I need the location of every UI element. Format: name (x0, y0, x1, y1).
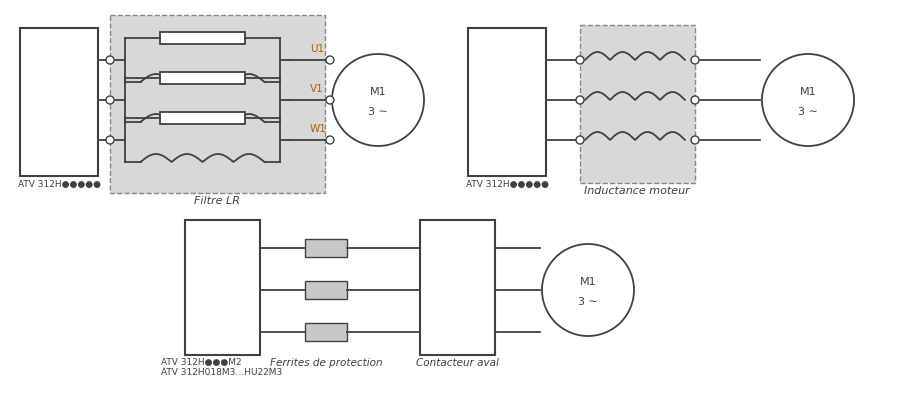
Text: ATV 312H●●●●●: ATV 312H●●●●● (465, 180, 548, 189)
Circle shape (576, 136, 584, 144)
Bar (420, 220, 495, 355)
Bar (160, 112, 245, 124)
Circle shape (326, 96, 334, 104)
Text: 3 ∼: 3 ∼ (578, 297, 598, 307)
Circle shape (106, 56, 114, 64)
Text: Contacteur aval: Contacteur aval (416, 358, 499, 368)
Circle shape (576, 56, 584, 64)
Bar (468, 28, 546, 176)
Text: M1: M1 (370, 87, 386, 97)
Text: 3 ∼: 3 ∼ (368, 107, 388, 117)
Text: V1: V1 (310, 84, 324, 94)
Bar (160, 32, 245, 44)
Circle shape (691, 136, 699, 144)
Text: 3 ∼: 3 ∼ (798, 107, 818, 117)
Text: W1: W1 (310, 124, 327, 134)
Circle shape (326, 136, 334, 144)
Text: Filtre LR: Filtre LR (194, 196, 240, 206)
Bar (160, 72, 245, 84)
Bar (305, 281, 347, 299)
Circle shape (691, 56, 699, 64)
Circle shape (326, 56, 334, 64)
Bar (305, 239, 347, 257)
Text: ATV 312H●●●M2
ATV 312H018M3…HU22M3: ATV 312H●●●M2 ATV 312H018M3…HU22M3 (161, 358, 283, 378)
Bar (305, 323, 347, 341)
Bar (580, 25, 695, 183)
Bar (185, 220, 260, 355)
Text: Ferrites de protection: Ferrites de protection (270, 358, 382, 368)
Text: M1: M1 (580, 277, 597, 287)
Circle shape (106, 96, 114, 104)
Bar (20, 28, 98, 176)
Text: U1: U1 (310, 44, 324, 54)
Circle shape (691, 96, 699, 104)
Text: M1: M1 (800, 87, 816, 97)
Text: ATV 312H●●●●●: ATV 312H●●●●● (17, 180, 101, 189)
Circle shape (576, 96, 584, 104)
Circle shape (332, 54, 424, 146)
Circle shape (106, 136, 114, 144)
Text: Inductance moteur: Inductance moteur (584, 186, 690, 196)
Bar (110, 15, 325, 193)
Circle shape (762, 54, 854, 146)
Circle shape (542, 244, 634, 336)
